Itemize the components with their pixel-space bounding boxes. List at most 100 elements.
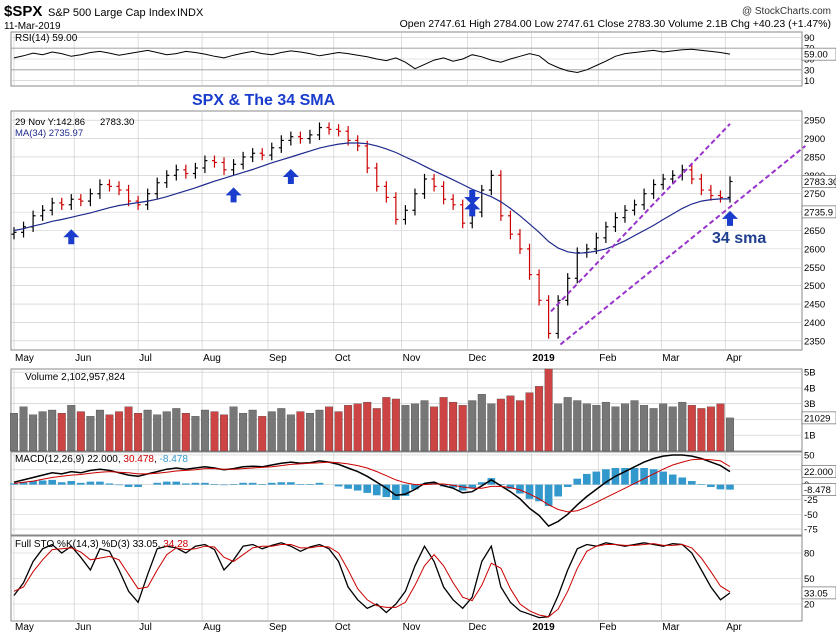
- macd-histogram-bar: [124, 484, 133, 487]
- macd-histogram-bar: [525, 484, 534, 499]
- volume-bar: [640, 405, 649, 452]
- x-tick-label-price: Dec: [468, 353, 486, 364]
- sto-legend: Full STO %K(14,3) %D(3) 33.05, 34.28: [15, 539, 189, 550]
- exchange-label: INDX: [177, 7, 204, 19]
- volume-bar: [267, 411, 276, 452]
- macd-histogram-bar: [697, 484, 706, 485]
- x-tick-label-bottom: Nov: [403, 622, 421, 633]
- up-arrow-marker: [63, 229, 80, 245]
- sto-y-tick-label: 80: [804, 549, 815, 560]
- x-tick-label-bottom: Jun: [75, 622, 91, 633]
- rsi-legend: RSI(14) 59.00: [15, 33, 78, 44]
- volume-bar: [153, 414, 162, 452]
- volume-bar: [19, 406, 28, 452]
- volume-bar: [67, 405, 76, 452]
- x-tick-label-bottom: Mar: [662, 622, 680, 633]
- volume-bar: [697, 408, 706, 452]
- volume-bar: [248, 409, 257, 452]
- volume-bar: [181, 413, 190, 452]
- volume-last-value-label: 21029: [804, 413, 830, 424]
- rsi-y-tick-label: 30: [804, 65, 815, 76]
- macd-histogram-bar: [477, 482, 486, 485]
- macd-histogram-bar: [487, 478, 496, 485]
- volume-bar: [659, 403, 668, 452]
- volume-bar: [29, 414, 38, 452]
- volume-bar: [535, 386, 544, 452]
- x-tick-label-price: Apr: [726, 353, 742, 364]
- up-arrow-marker: [464, 201, 481, 217]
- volume-bar: [210, 411, 219, 452]
- macd-histogram-bar: [77, 482, 85, 485]
- volume-bar: [592, 405, 601, 452]
- sma-annotation: 34 sma: [712, 230, 766, 247]
- macd-hist-last-value-label: -8.478: [804, 485, 831, 496]
- volume-bar: [363, 401, 372, 452]
- ma34-line: [13, 142, 730, 254]
- macd-histogram-bar: [105, 483, 114, 485]
- macd-histogram-bar: [315, 482, 324, 485]
- macd-histogram-bar: [210, 484, 219, 485]
- volume-bar: [162, 411, 171, 452]
- x-tick-label-price: Sep: [269, 353, 287, 364]
- volume-bar: [57, 413, 66, 452]
- volume-bar: [10, 413, 18, 452]
- macd-legend-signal: 30.478: [123, 454, 154, 465]
- volume-y-tick-label: 1B: [804, 431, 816, 442]
- macd-histogram-bar: [659, 471, 667, 485]
- x-tick-label-bottom: Feb: [599, 622, 617, 633]
- volume-bar: [668, 406, 677, 452]
- macd-histogram-bar: [449, 484, 457, 488]
- volume-y-tick-label: 3B: [804, 399, 816, 410]
- macd-histogram-bar: [582, 473, 591, 485]
- sto-legend-d: 34.28: [163, 539, 188, 550]
- sto-last-value-label: 33.05: [804, 588, 828, 599]
- macd-legend-macd: 22.000: [87, 454, 118, 465]
- volume-bar: [296, 411, 305, 452]
- rsi-last-value-box: [801, 47, 836, 61]
- x-tick-label-price: 2019: [532, 353, 555, 364]
- rsi-line: [13, 48, 731, 74]
- ma-legend: MA(34) 2735.97: [15, 128, 83, 139]
- up-arrow-marker: [722, 210, 738, 226]
- volume-bar: [449, 401, 458, 452]
- macd-histogram-bar: [172, 481, 181, 485]
- volume-bar: [430, 406, 439, 452]
- x-tick-label-bottom: Sep: [269, 622, 287, 633]
- volume-bar: [200, 409, 209, 452]
- macd-histogram-bar: [86, 481, 95, 485]
- price-y-tick-label: 2450: [804, 300, 825, 311]
- macd-y-tick-label: -50: [804, 510, 818, 521]
- volume-bar: [496, 398, 505, 452]
- macd-histogram-bar: [191, 482, 200, 485]
- sto-y-tick-label: 50: [804, 574, 815, 585]
- macd-histogram-bar: [344, 484, 352, 489]
- volume-bar: [726, 417, 734, 452]
- volume-bar: [191, 416, 200, 452]
- macd-histogram-bar: [10, 483, 18, 485]
- macd-histogram-bar: [392, 484, 400, 501]
- index-name: S&P 500 Large Cap Index: [48, 7, 176, 19]
- volume-bar: [344, 405, 353, 452]
- volume-bar: [716, 403, 725, 452]
- x-tick-label-bottom: Apr: [726, 622, 742, 633]
- macd-histogram-bar: [563, 484, 572, 487]
- macd-histogram-bar: [115, 484, 123, 486]
- x-tick-label-price: May: [15, 353, 34, 364]
- volume-bar: [506, 395, 515, 452]
- volume-bar: [239, 413, 248, 452]
- volume-series: [10, 368, 734, 452]
- price-y-tick-label: 2600: [804, 244, 825, 255]
- volume-bar: [277, 408, 286, 452]
- macd-histogram-bar: [162, 481, 171, 485]
- price-y-tick-label: 2500: [804, 281, 825, 292]
- macd-histogram-bar: [277, 482, 286, 485]
- macd-legend: MACD(12,26,9) 22.000, 30.478, -8.478: [15, 454, 188, 465]
- macd-histogram-bar: [258, 484, 267, 485]
- macd-histogram-bar: [468, 484, 477, 489]
- price-legend-last: 2783.30: [100, 117, 134, 128]
- channel-upper-line: [550, 123, 731, 313]
- price-series: [11, 122, 806, 346]
- volume-bar: [401, 405, 410, 452]
- x-tick-label-bottom: May: [15, 622, 34, 633]
- price-y-tick-label: 2750: [804, 189, 825, 200]
